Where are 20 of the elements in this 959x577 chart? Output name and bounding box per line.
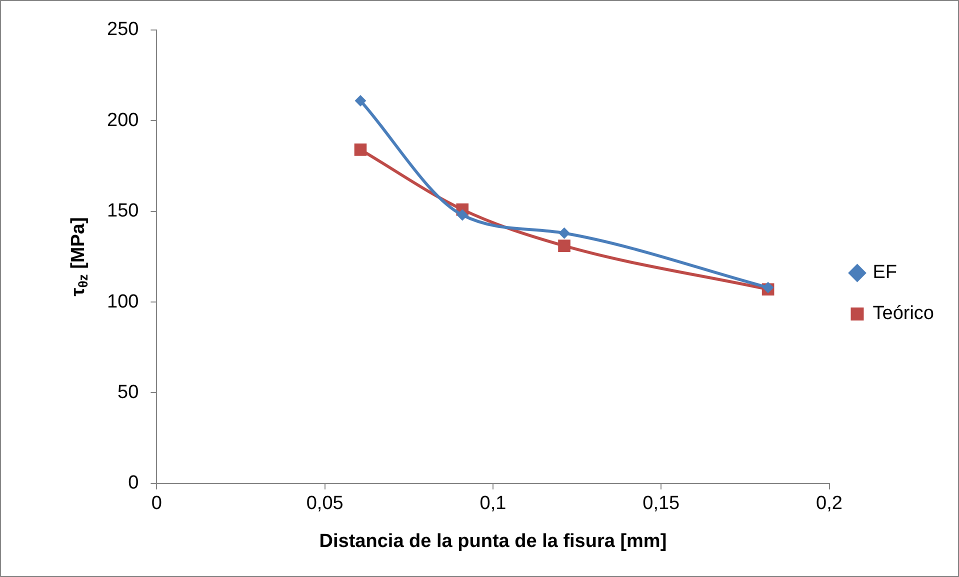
y-tick-label: 50 (118, 382, 139, 403)
legend-label: EF (872, 262, 898, 284)
point (456, 209, 468, 220)
x-tick-label: 0,1 (480, 493, 506, 514)
y-axis-title: τθz [MPa] (68, 217, 90, 296)
x-tick-label: 0,2 (816, 493, 842, 514)
y-tick-label: 150 (107, 200, 139, 222)
x-tick-label: 0,15 (642, 493, 680, 514)
y-tick-label: 100 (107, 291, 139, 312)
point (354, 144, 367, 156)
point (354, 95, 366, 106)
y-tick-label: 200 (107, 110, 139, 131)
legend-label: Teórico (872, 303, 934, 324)
y-tick-label: 250 (107, 19, 139, 40)
x-tick-label: 0,05 (306, 493, 344, 514)
point (558, 228, 570, 239)
point (558, 240, 570, 252)
y-tick-label: 0 (128, 472, 139, 494)
x-tick-label: 0 (151, 493, 162, 514)
x-axis-title: Distancia de la punta de la fisura [mm] (319, 530, 667, 552)
